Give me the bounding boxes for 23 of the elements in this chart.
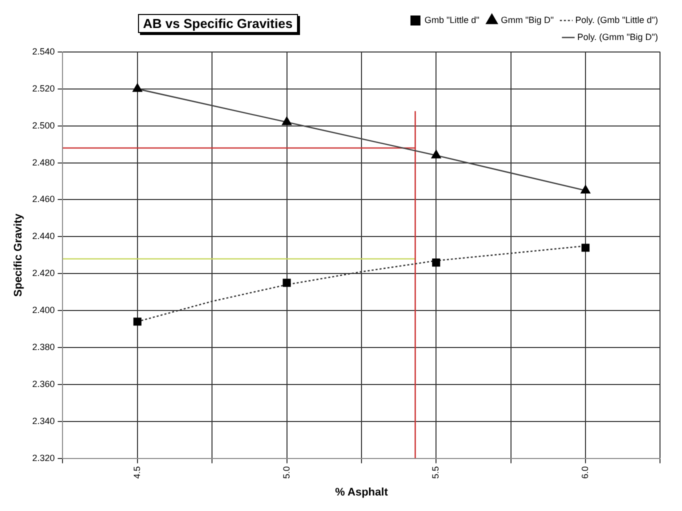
legend-label: Poly. (Gmb "Little d") [575,14,658,25]
y-axis-title: Specific Gravity [12,212,25,297]
y-tick-label: 2.460 [32,194,55,204]
legend-label: Gmb "Little d" [424,14,480,25]
x-axis-title: % Asphalt [335,486,388,498]
y-tick-label: 2.380 [32,342,55,352]
y-tick-label: 2.540 [32,46,55,56]
y-tick-label: 2.500 [32,120,55,130]
y-tick-label: 2.480 [32,157,55,168]
chart-title: AB vs Specific Gravities [138,14,298,33]
y-tick-label: 2.440 [32,231,55,242]
y-tick-label: 2.340 [32,416,55,426]
x-tick-label: 5.0 [281,466,292,479]
y-tick-label: 2.400 [32,305,55,316]
y-tick-label: 2.520 [32,83,55,94]
legend-label: Poly. (Gmm "Big D") [577,32,658,42]
y-tick-label: 2.360 [32,378,55,389]
y-tick-label: 2.320 [32,452,55,463]
y-tick-label: 2.420 [32,268,55,278]
x-tick-label: 5.5 [430,466,441,479]
legend-label: Gmm "Big D" [500,14,554,25]
x-tick-label: 6.0 [580,466,590,479]
x-tick-label: 4.5 [132,466,142,479]
